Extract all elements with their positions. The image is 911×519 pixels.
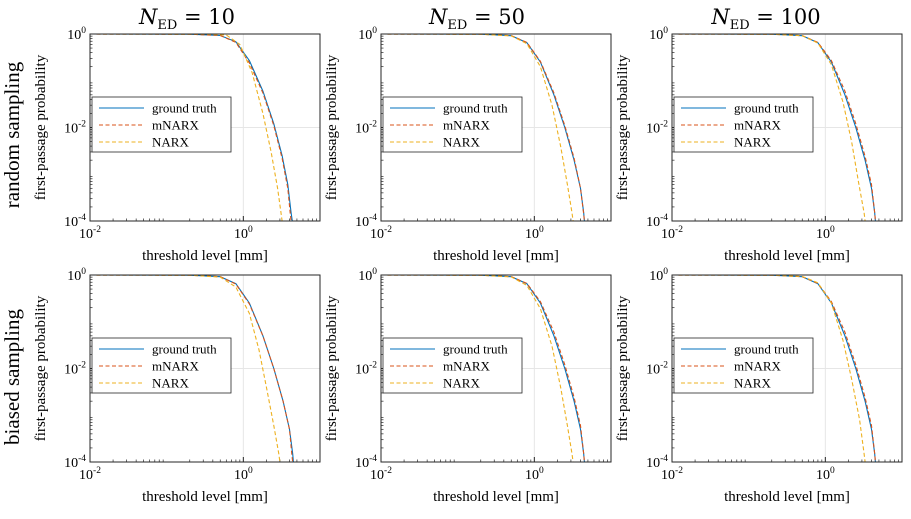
- y-axis-label: first-passage probability: [324, 54, 340, 200]
- legend-label: NARX: [734, 135, 771, 150]
- x-tick-label: 10-2: [370, 466, 392, 483]
- legend-label: ground truth: [443, 101, 508, 116]
- y-tick-label: 10-2: [64, 361, 86, 378]
- x-axis-label: threshold level [mm]: [724, 489, 850, 505]
- legend-label: mNARX: [152, 118, 200, 133]
- y-axis-label: first-passage probability: [33, 295, 49, 441]
- legend-label: mNARX: [443, 359, 491, 374]
- x-tick-label: 10-2: [79, 466, 101, 483]
- y-tick-label: 10-2: [355, 120, 377, 137]
- legend-label: ground truth: [152, 101, 217, 116]
- legend-label: NARX: [152, 135, 189, 150]
- y-tick-label: 10-2: [64, 120, 86, 137]
- series-line-narx: [89, 274, 281, 463]
- row-title-biased: biased sampling: [0, 309, 24, 445]
- series-line-narx: [380, 274, 574, 463]
- x-tick-label: 100: [816, 466, 835, 483]
- x-tick-label: 100: [816, 225, 835, 242]
- column-title-3: NED = 100: [710, 5, 820, 33]
- x-tick-label: 10-2: [79, 225, 101, 242]
- x-axis-label: threshold level [mm]: [433, 248, 559, 264]
- x-tick-label: 10-2: [661, 466, 683, 483]
- legend-label: ground truth: [443, 342, 508, 357]
- x-axis-label: threshold level [mm]: [433, 489, 559, 505]
- series-line-narx: [89, 33, 283, 222]
- row-title-random: random sampling: [0, 61, 24, 208]
- y-tick-label: 10-4: [64, 454, 86, 471]
- series-line-mnarx: [89, 33, 292, 222]
- x-tick-label: 10-2: [370, 225, 392, 242]
- y-tick-label: 10-4: [646, 454, 668, 471]
- y-tick-label: 100: [649, 26, 668, 43]
- y-tick-label: 10-4: [646, 213, 668, 230]
- y-tick-label: 10-4: [355, 454, 377, 471]
- legend: ground truth mNARX NARX: [382, 337, 523, 394]
- y-axis-label: first-passage probability: [615, 295, 631, 441]
- y-axis-label: first-passage probability: [324, 295, 340, 441]
- legend: ground truth mNARX NARX: [91, 96, 232, 153]
- legend: ground truth mNARX NARX: [673, 96, 814, 153]
- x-tick-label: 10-2: [661, 225, 683, 242]
- x-tick-label: 100: [234, 225, 253, 242]
- x-axis-label: threshold level [mm]: [724, 248, 850, 264]
- x-tick-label: 100: [234, 466, 253, 483]
- legend-label: mNARX: [734, 359, 782, 374]
- y-tick-label: 10-2: [646, 361, 668, 378]
- y-tick-label: 100: [67, 26, 86, 43]
- y-tick-label: 100: [649, 267, 668, 284]
- legend-label: NARX: [152, 376, 189, 391]
- y-tick-label: 10-2: [355, 361, 377, 378]
- legend-label: ground truth: [734, 101, 799, 116]
- series-line-narx: [671, 33, 866, 222]
- legend: ground truth mNARX NARX: [382, 96, 523, 153]
- y-tick-label: 100: [67, 267, 86, 284]
- x-axis-label: threshold level [mm]: [142, 489, 268, 505]
- y-axis-label: first-passage probability: [33, 54, 49, 200]
- legend: ground truth mNARX NARX: [673, 337, 814, 394]
- legend-label: mNARX: [152, 359, 200, 374]
- x-tick-label: 100: [525, 466, 544, 483]
- legend-label: NARX: [443, 376, 480, 391]
- y-tick-label: 100: [358, 26, 377, 43]
- x-tick-label: 100: [525, 225, 544, 242]
- legend-label: NARX: [443, 135, 480, 150]
- y-tick-label: 100: [358, 267, 377, 284]
- y-tick-label: 10-4: [64, 213, 86, 230]
- y-axis-label: first-passage probability: [615, 54, 631, 200]
- legend-label: NARX: [734, 376, 771, 391]
- y-tick-label: 10-4: [355, 213, 377, 230]
- column-title-2: NED = 50: [428, 5, 525, 33]
- legend: ground truth mNARX NARX: [91, 337, 232, 394]
- y-tick-label: 10-2: [646, 120, 668, 137]
- column-title-1: NED = 10: [138, 5, 235, 33]
- x-axis-label: threshold level [mm]: [142, 248, 268, 264]
- legend-label: mNARX: [734, 118, 782, 133]
- series-line-narx: [671, 274, 866, 463]
- legend-label: ground truth: [734, 342, 799, 357]
- legend-label: ground truth: [152, 342, 217, 357]
- legend-label: mNARX: [443, 118, 491, 133]
